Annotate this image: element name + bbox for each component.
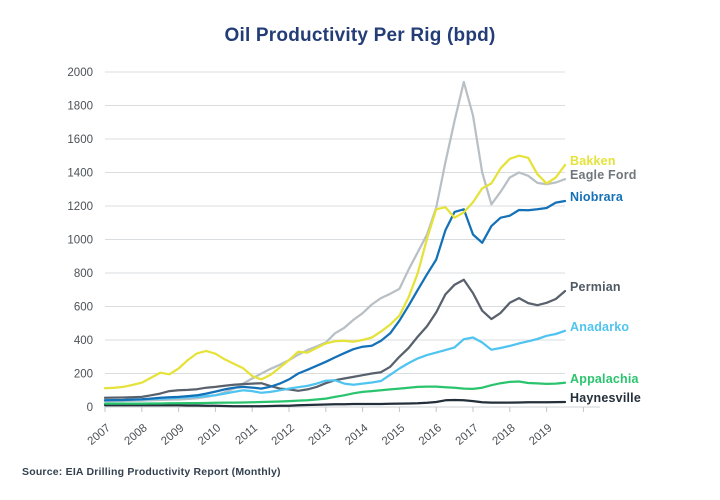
y-tick-label-1200: 1200: [67, 201, 93, 213]
legend-label-bakken: Bakken: [570, 153, 616, 168]
series-line-bakken: [103, 154, 567, 390]
x-tick-label-2012: 2012: [270, 422, 297, 448]
chart-title: Oil Productivity Per Rig (bpd): [224, 25, 496, 46]
y-tick-label-1400: 1400: [67, 168, 93, 180]
legend-label-niobrara: Niobrara: [570, 189, 624, 204]
legend-label-eagle-ford: Eagle Ford: [570, 168, 637, 183]
x-tick-label-2014: 2014: [343, 422, 371, 448]
y-tick-label-1600: 1600: [67, 134, 93, 146]
y-tick-label-1800: 1800: [67, 101, 93, 113]
y-tick-label-0: 0: [87, 402, 93, 414]
y-tick-label-200: 200: [74, 369, 93, 381]
x-tick-label-2018: 2018: [490, 422, 517, 448]
x-tick-label-2010: 2010: [196, 422, 223, 448]
x-tick-label-2008: 2008: [122, 422, 149, 448]
x-tick-label-2011: 2011: [233, 422, 260, 447]
legend-label-appalachia: Appalachia: [570, 371, 639, 386]
legend-label-permian: Permian: [570, 280, 621, 295]
legend-label-anadarko: Anadarko: [570, 319, 630, 334]
legend-label-haynesville: Haynesville: [570, 390, 641, 405]
x-tick-label-2019: 2019: [527, 422, 554, 448]
x-tick-label-2016: 2016: [417, 422, 444, 448]
x-tick-label-2013: 2013: [306, 422, 333, 448]
y-tick-label-1000: 1000: [67, 235, 93, 247]
x-tick-label-2007: 2007: [86, 422, 113, 448]
series-line-niobrara: [103, 199, 567, 402]
x-tick-label-2017: 2017: [454, 422, 481, 448]
x-tick-label-2015: 2015: [380, 422, 407, 448]
source-note: Source: EIA Drilling Productivity Report…: [22, 466, 281, 478]
series-line-appalachia: [103, 380, 567, 405]
x-tick-label-2009: 2009: [159, 422, 186, 448]
y-tick-label-400: 400: [74, 335, 93, 347]
y-tick-label-800: 800: [74, 268, 93, 280]
series-line-haynesville: [103, 398, 567, 408]
series-line-eagle-ford: [103, 80, 567, 403]
y-tick-label-2000: 2000: [67, 67, 93, 79]
y-tick-label-600: 600: [74, 302, 93, 314]
